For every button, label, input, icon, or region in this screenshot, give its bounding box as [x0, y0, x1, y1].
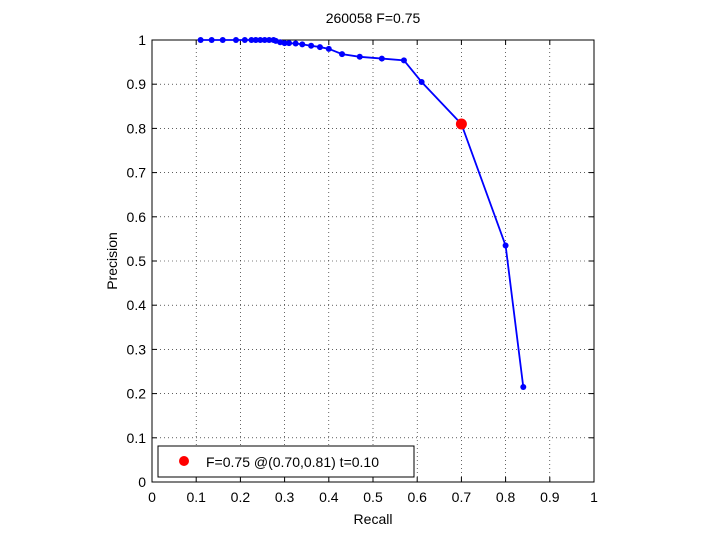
y-tick-label: 0.6 [127, 209, 147, 225]
data-point [257, 37, 264, 43]
y-tick-label: 1 [138, 32, 146, 48]
legend-box [157, 445, 415, 478]
data-point [316, 44, 323, 51]
y-axis-label: Precision [104, 232, 120, 290]
x-tick-label: 0.1 [186, 489, 206, 505]
x-tick-label: 0.9 [540, 489, 560, 505]
data-point [418, 78, 425, 85]
y-tick-labels: 0 0.1 0.2 0.3 0.4 0.5 0.6 0.7 0.8 0.9 1 [127, 32, 147, 490]
x-tick-label: 0.5 [363, 489, 383, 505]
plot-frame [151, 39, 595, 483]
data-point [286, 40, 293, 47]
best-f-point [455, 118, 467, 130]
data-point [281, 40, 288, 47]
data-point [197, 37, 204, 43]
x-tick-label: 0 [148, 489, 156, 505]
data-point [339, 51, 346, 58]
data-point [232, 37, 239, 43]
data-point [252, 37, 259, 43]
y-tick-label: 0.9 [127, 76, 147, 92]
y-tick-label: 0.8 [127, 120, 147, 136]
x-tick-label: 0.2 [231, 489, 251, 505]
y-tick-label: 0.7 [127, 165, 147, 181]
data-point [208, 37, 215, 43]
x-tick-labels: 0 0.1 0.2 0.3 0.4 0.5 0.6 0.7 0.8 0.9 1 [148, 489, 598, 505]
data-point [325, 45, 332, 52]
y-tick-label: 0 [138, 474, 146, 490]
data-point [400, 57, 407, 64]
y-tick-label: 0.1 [127, 430, 147, 446]
y-tick-label: 0.3 [127, 341, 147, 357]
x-tick-label: 0.6 [407, 489, 427, 505]
data-point [261, 37, 268, 43]
legend: F=0.75 @(0.70,0.81) t=0.10 [157, 445, 415, 478]
y-tick-label: 0.5 [127, 253, 147, 269]
highlight-point [455, 118, 467, 130]
data-point [299, 41, 306, 48]
grid [152, 40, 594, 482]
data-point [219, 37, 226, 43]
legend-marker [179, 456, 189, 466]
data-point [356, 53, 363, 60]
data-point [248, 37, 255, 43]
data-point [292, 40, 299, 47]
x-tick-label: 0.8 [496, 489, 516, 505]
data-point [520, 383, 527, 390]
chart-title: 260058 F=0.75 [326, 10, 421, 26]
x-tick-label: 0.3 [275, 489, 295, 505]
y-tick-label: 0.4 [127, 297, 147, 313]
x-axis-label: Recall [354, 511, 393, 527]
x-tick-label: 0.7 [452, 489, 472, 505]
x-tick-label: 0.4 [319, 489, 339, 505]
data-point [241, 37, 248, 43]
y-tick-label: 0.2 [127, 386, 147, 402]
x-tick-label: 1 [590, 489, 598, 505]
data-point [266, 37, 273, 43]
data-point [378, 55, 385, 62]
data-point [308, 42, 315, 49]
legend-label: F=0.75 @(0.70,0.81) t=0.10 [206, 454, 379, 470]
data-point [502, 242, 509, 249]
